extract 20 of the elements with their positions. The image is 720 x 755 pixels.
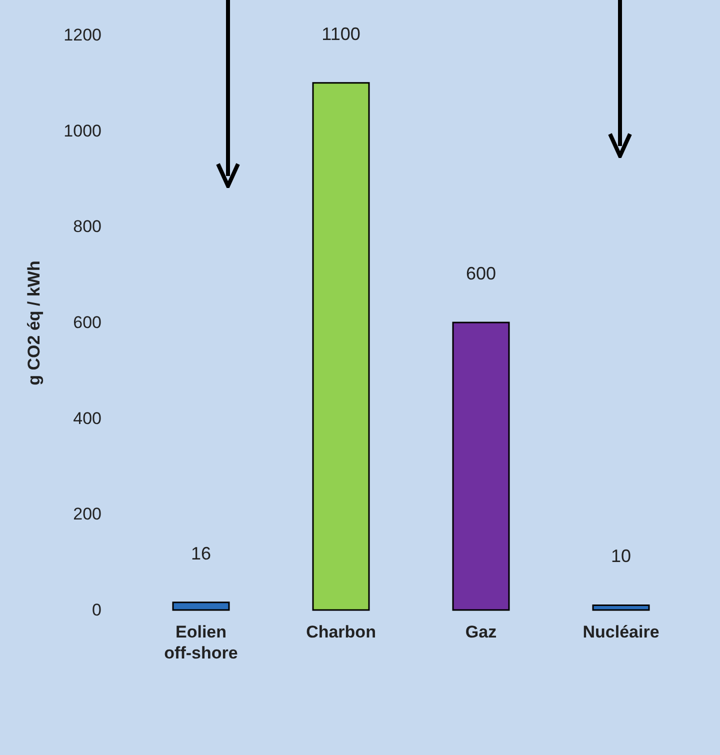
bar bbox=[452, 322, 510, 611]
bar bbox=[312, 82, 370, 611]
y-tick-label: 600 bbox=[73, 313, 102, 332]
y-tick-label: 800 bbox=[73, 217, 102, 236]
y-tick-label: 0 bbox=[92, 600, 102, 620]
x-tick-label: Charbon bbox=[306, 622, 376, 642]
x-tick-label: Gaz bbox=[465, 622, 497, 642]
data-label: 16 bbox=[190, 543, 212, 564]
y-tick-label: 400 bbox=[73, 408, 102, 428]
data-label: 10 bbox=[610, 546, 632, 566]
x-tick-label: Nucléaire bbox=[582, 622, 660, 642]
x-tick-label: Eolien off-shore bbox=[164, 622, 238, 662]
y-tick-label: 200 bbox=[73, 504, 102, 524]
data-label: 600 bbox=[466, 264, 496, 284]
y-axis-title: g CO2 éq / kWh bbox=[24, 260, 44, 386]
data-label: 1100 bbox=[322, 24, 360, 44]
bar bbox=[592, 604, 650, 611]
y-tick-label: 1000 bbox=[64, 121, 102, 140]
bar bbox=[172, 602, 230, 611]
y-tick-label: 1200 bbox=[64, 26, 102, 44]
